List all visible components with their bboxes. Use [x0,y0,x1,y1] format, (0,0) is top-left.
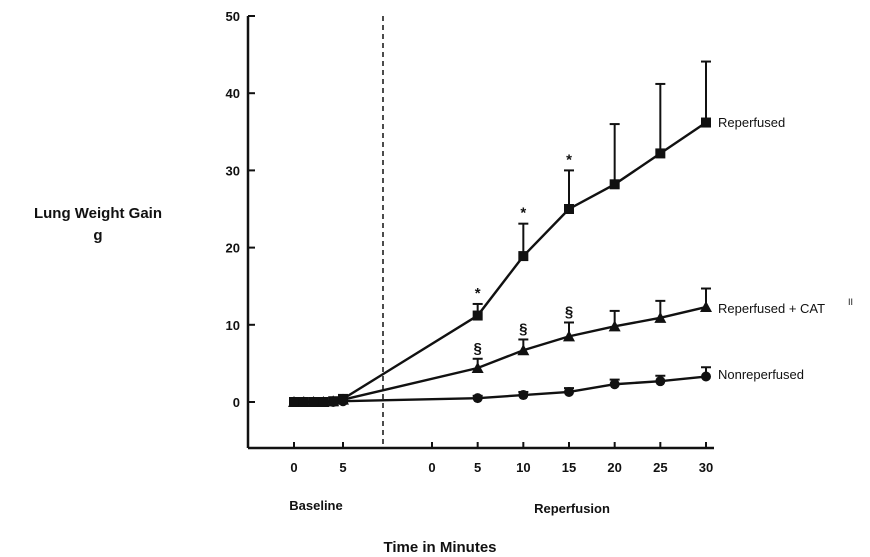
data-point [564,386,574,397]
significance-mark: * [566,151,572,168]
data-point [609,179,620,190]
significance-mark: * [520,205,526,222]
data-point [608,320,621,332]
x-tick-label: 25 [653,460,667,475]
data-point [564,204,574,214]
data-point [563,330,575,342]
data-point [700,301,712,313]
series-line [294,305,707,404]
y-tick-label: 20 [226,241,240,256]
series-label-superscript: II [848,297,853,307]
data-point [518,390,529,401]
data-point [654,311,667,323]
data-point [517,344,530,356]
data-point [328,397,339,407]
y-axis-unit: g [93,227,102,244]
y-tick-label: 50 [226,9,240,24]
x-tick-label: 30 [699,460,713,475]
series-nonreperfused [289,366,711,407]
data-point [308,397,319,407]
y-tick-label: 30 [226,163,240,178]
x-ticks: 0 5 0 5 10 15 20 25 30 [290,442,713,475]
series-line [294,375,707,404]
significance-mark: § [473,340,481,357]
y-tick-label: 10 [226,318,240,333]
series-label-reperfused: Reperfused [718,115,785,130]
series-label-reperfused-cat: Reperfused + CAT [718,301,825,316]
series-label-nonreperfused: Nonreperfused [718,367,804,382]
x-tick-label: 10 [516,460,530,475]
x-tick-label: 0 [428,460,435,475]
data-point [701,371,711,382]
data-point [338,396,348,407]
phase-label-baseline: Baseline [289,498,342,513]
data-point [655,376,666,387]
data-point [318,397,329,407]
data-point [289,397,299,407]
series-reperfused-cat: § § § [288,287,712,407]
data-point [472,393,483,404]
x-axis-label: Time in Minutes [383,539,496,556]
x-tick-label: 5 [339,460,346,475]
y-axis-label: Lung Weight Gain [34,205,162,222]
y-tick-label: 40 [226,86,240,101]
data-point [472,310,483,321]
significance-mark: § [565,303,573,320]
data-point [655,148,666,159]
data-point [518,251,529,262]
significance-mark: § [519,320,527,337]
x-tick-label: 15 [562,460,576,475]
data-point [471,362,484,374]
y-ticks: 0 10 20 30 40 50 [226,9,255,410]
data-point [701,117,711,128]
phase-label-reperfusion: Reperfusion [534,501,610,516]
series-layer: * * * § § § [288,60,712,407]
y-tick-label: 0 [233,395,240,410]
x-tick-label: 0 [290,460,297,475]
significance-mark: * [475,285,481,302]
axes [246,16,714,450]
data-point [298,397,309,407]
data-point [609,379,620,390]
x-tick-label: 5 [474,460,481,475]
x-tick-label: 20 [607,460,621,475]
series-reperfused: * * * [289,60,711,407]
